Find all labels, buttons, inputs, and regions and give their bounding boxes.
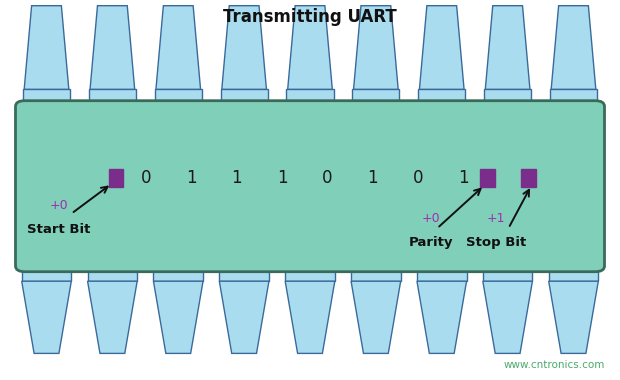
Polygon shape (285, 266, 335, 281)
Bar (521, 169, 536, 187)
FancyBboxPatch shape (16, 101, 604, 272)
Text: Start Bit: Start Bit (27, 223, 91, 236)
Polygon shape (89, 89, 136, 106)
Text: +1: +1 (487, 212, 505, 225)
Polygon shape (154, 281, 203, 353)
Polygon shape (483, 266, 533, 281)
Bar (108, 169, 123, 187)
Polygon shape (156, 6, 201, 89)
Polygon shape (288, 6, 332, 89)
Polygon shape (22, 266, 71, 281)
Polygon shape (155, 89, 202, 106)
Bar (480, 169, 495, 187)
Text: Stop Bit: Stop Bit (466, 236, 526, 249)
Text: +0: +0 (50, 199, 68, 212)
Polygon shape (154, 266, 203, 281)
Text: 0: 0 (413, 169, 423, 187)
Polygon shape (483, 281, 533, 353)
Polygon shape (351, 266, 401, 281)
Polygon shape (417, 266, 467, 281)
Polygon shape (285, 281, 335, 353)
Polygon shape (352, 89, 399, 106)
Polygon shape (24, 6, 69, 89)
Text: 1: 1 (458, 169, 469, 187)
Polygon shape (90, 6, 135, 89)
Polygon shape (485, 6, 530, 89)
Polygon shape (549, 281, 598, 353)
Polygon shape (484, 89, 531, 106)
Polygon shape (221, 89, 268, 106)
Polygon shape (286, 89, 334, 106)
Polygon shape (420, 6, 464, 89)
Polygon shape (23, 89, 70, 106)
Polygon shape (87, 281, 137, 353)
Polygon shape (219, 266, 269, 281)
Polygon shape (551, 6, 596, 89)
Polygon shape (222, 6, 267, 89)
Text: 0: 0 (322, 169, 333, 187)
Text: www.cntronics.com: www.cntronics.com (503, 361, 604, 370)
Polygon shape (550, 89, 597, 106)
Polygon shape (353, 6, 398, 89)
Text: 1: 1 (277, 169, 287, 187)
Text: Transmitting UART: Transmitting UART (223, 8, 397, 26)
Polygon shape (219, 281, 269, 353)
Text: 1: 1 (231, 169, 242, 187)
Text: 1: 1 (368, 169, 378, 187)
Polygon shape (417, 281, 467, 353)
Text: Parity: Parity (409, 236, 453, 249)
Polygon shape (549, 266, 598, 281)
Text: +0: +0 (422, 212, 440, 225)
Text: 1: 1 (186, 169, 197, 187)
Polygon shape (418, 89, 466, 106)
Polygon shape (87, 266, 137, 281)
Polygon shape (22, 281, 71, 353)
Text: 0: 0 (141, 169, 151, 187)
Polygon shape (351, 281, 401, 353)
